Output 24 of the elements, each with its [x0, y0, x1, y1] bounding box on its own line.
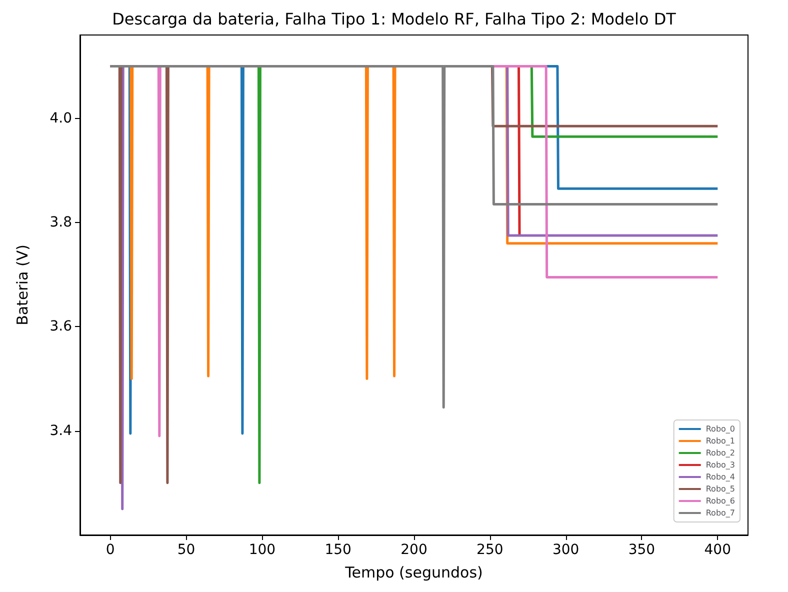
- y-tick-label: 3.8: [50, 214, 72, 230]
- chart-title: Descarga da bateria, Falha Tipo 1: Modelo RF, Falha Tipo 2: Modelo DT: [112, 10, 676, 28]
- x-axis-title: Tempo (segundos): [344, 564, 483, 582]
- y-tick-label: 3.6: [50, 318, 72, 335]
- x-tick-label: 400: [704, 542, 732, 558]
- legend-label: Robo_2: [706, 448, 735, 458]
- legend-label: Robo_3: [706, 460, 735, 470]
- x-tick-label: 250: [476, 542, 504, 558]
- x-tick-label: 50: [177, 542, 196, 558]
- legend-label: Robo_1: [706, 436, 735, 446]
- x-tick-label: 150: [324, 542, 352, 558]
- legend-label: Robo_0: [706, 424, 735, 434]
- legend-label: Robo_5: [706, 484, 735, 494]
- y-tick-label: 4.0: [50, 110, 72, 126]
- legend-label: Robo_7: [706, 508, 735, 518]
- y-tick-label: 3.4: [50, 422, 72, 439]
- legend-label: Robo_6: [706, 496, 735, 506]
- x-tick-label: 300: [552, 542, 580, 558]
- legend-label: Robo_4: [706, 472, 735, 482]
- x-tick-label: 350: [628, 542, 656, 558]
- x-tick-label: 100: [248, 542, 276, 558]
- x-tick-label: 0: [106, 542, 115, 558]
- y-axis-title: Bateria (V): [14, 244, 32, 326]
- x-tick-label: 200: [400, 542, 428, 558]
